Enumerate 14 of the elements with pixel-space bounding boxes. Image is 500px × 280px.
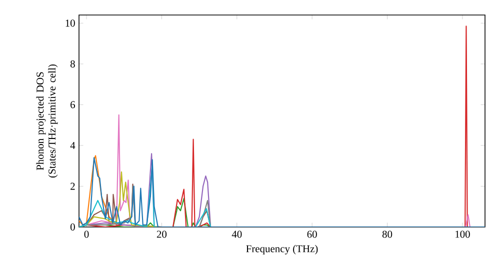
- y-tick-label: 4: [70, 142, 76, 149]
- y-tick-label: 2: [70, 182, 75, 190]
- y-axis-title: Phonon projected DOS (States/THz·primitive cell): [36, 64, 58, 178]
- y-tick-label: 8: [70, 60, 75, 68]
- x-tick-label: 20: [156, 230, 167, 238]
- x-axis-title: Frequency (THz): [246, 244, 318, 254]
- y-tick-label: 6: [70, 101, 76, 108]
- x-tick-label: 60: [307, 230, 317, 238]
- x-tick-label: 100: [456, 230, 470, 238]
- y-tick-label: 0: [70, 223, 75, 231]
- x-tick-label: 0: [84, 230, 89, 238]
- y-tick-label: 10: [66, 20, 75, 27]
- x-tick-label: 40: [232, 230, 242, 238]
- x-tick-label: 80: [382, 230, 392, 238]
